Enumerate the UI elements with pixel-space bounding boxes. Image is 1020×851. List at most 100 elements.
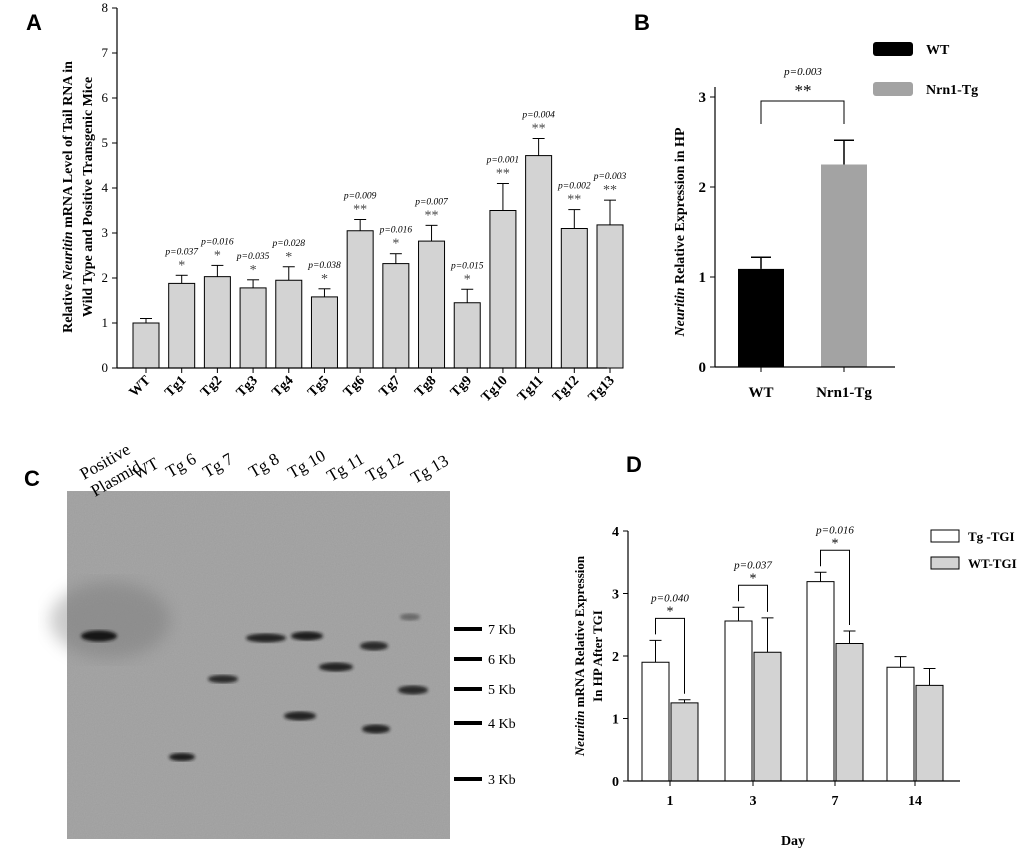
- chart-a-stars: **: [353, 203, 367, 218]
- chart-a-pvalue: p=0.015: [450, 261, 484, 271]
- chart-d-bracket: [820, 549, 850, 625]
- chart-a-xtick-label: Tg5: [305, 373, 332, 400]
- chart-a: *p=0.037 *p=0.016*p=0.035 *p=0.028*p=0.038…: [61, 0, 627, 405]
- chart-d-bracket: [738, 584, 768, 612]
- chart-a-stars: **: [532, 122, 546, 137]
- chart-a-stars: *: [250, 263, 257, 278]
- chart-d-pvalue: p=0.040: [650, 592, 689, 604]
- chart-d-bracket: [655, 617, 685, 694]
- blot-lane-label: Tg 7: [200, 449, 237, 482]
- blot-marker-tick: [454, 687, 482, 691]
- chart-d-xtick-label: 14: [908, 794, 922, 809]
- chart-d-bar-tg-tgi: [806, 581, 835, 782]
- blot-band: [284, 711, 316, 721]
- chart-a-ytick-label: 5: [102, 135, 109, 150]
- chart-a-xtick-label: WT: [127, 373, 155, 401]
- chart-d-pvalue: p=0.037: [733, 559, 772, 571]
- blot-band: [362, 724, 390, 734]
- chart-a-xtick-label: Tg4: [269, 373, 296, 400]
- blot-marker-label: 3 Kb: [488, 773, 516, 788]
- chart-d-ylabel-gene: Neuritin: [572, 711, 587, 758]
- chart-a-bar: [418, 240, 446, 369]
- chart-a-ylabel-gene: Neuritin: [61, 231, 76, 281]
- chart-a-bar: [489, 210, 517, 369]
- chart-a-pvalue: p=0.038: [307, 261, 341, 271]
- legend-label-tg-tgi: Tg -TGI: [968, 529, 1015, 544]
- blot-smear: [50, 582, 170, 658]
- chart-a-stars: **: [603, 183, 617, 198]
- chart-d-pvalue: p=0.016: [815, 524, 854, 536]
- blot-band: [81, 630, 117, 642]
- blot-marker-label: 7 Kb: [488, 623, 516, 638]
- chart-b-ytick-label: 2: [699, 180, 707, 196]
- chart-a-pvalue: p=0.037: [164, 247, 199, 257]
- legend-label-wt-tgi: WT-TGI: [968, 556, 1017, 571]
- chart-a-bar: [275, 279, 303, 369]
- chart-a-stars: *: [285, 250, 292, 265]
- blot-lane-label: Tg 11: [324, 449, 368, 485]
- chart-a-xtick-label: Tg8: [412, 373, 439, 400]
- chart-a-ylabel-post: mRNA Level of Tail RNA in: [61, 61, 76, 232]
- blot-marker-label: 6 Kb: [488, 653, 516, 668]
- chart-a-xtick-label: Tg9: [448, 373, 475, 400]
- chart-b-xtick-label: WT: [748, 385, 773, 401]
- chart-d-ytick-label: 0: [612, 775, 619, 790]
- chart-d-ytick-label: 4: [612, 525, 619, 540]
- blot-band: [246, 633, 286, 643]
- legend-swatch-wt: [873, 42, 913, 56]
- blot-band: [208, 675, 238, 683]
- blot-band: [291, 631, 323, 641]
- chart-a-stars: *: [321, 272, 328, 287]
- blot-marker-tick: [454, 627, 482, 631]
- blot-marker-label: 5 Kb: [488, 683, 516, 698]
- chart-a-xtick-label: Tg12: [550, 373, 582, 405]
- blot-lane-label: Tg 8: [246, 449, 283, 481]
- chart-a-stars: **: [496, 167, 510, 182]
- blot-band: [169, 753, 195, 761]
- chart-b-bracket: [760, 100, 845, 124]
- blot-marker-tick: [454, 721, 482, 725]
- chart-a-ytick-label: 7: [102, 45, 109, 60]
- legend-swatch-nrn1: [873, 82, 913, 96]
- chart-b-bar: [738, 268, 784, 367]
- chart-a-bar: [525, 155, 553, 369]
- chart-d-xtick-label: 7: [832, 794, 839, 809]
- chart-a-stars: **: [425, 208, 439, 223]
- chart-d-bar-wt-tgi: [753, 651, 782, 782]
- chart-d-bar-wt-tgi: [670, 702, 699, 782]
- chart-a-pvalue: p=0.016: [379, 226, 413, 236]
- chart-a-ytick-label: 4: [102, 180, 109, 195]
- chart-d-bar-tg-tgi: [886, 666, 915, 782]
- chart-a-pvalue: p=0.035: [236, 252, 270, 262]
- chart-a-bar: [596, 224, 624, 369]
- chart-d-bar-tg-tgi: [724, 620, 753, 782]
- chart-a-ytick-label: 1: [102, 315, 109, 330]
- chart-a-ytick-label: 3: [102, 225, 109, 240]
- chart-b: p=0.003 ** WT Nrn1-Tg 0 1 2 3 Neuritin Relat…: [673, 42, 978, 401]
- panel-label-a: A: [26, 10, 42, 35]
- chart-b-legend: WT Nrn1-Tg: [873, 42, 978, 98]
- chart-a-pvalue: p=0.002: [557, 182, 591, 192]
- chart-a-bar: [168, 282, 196, 369]
- blot-marker-label: 4 Kb: [488, 717, 516, 732]
- chart-a-stars: *: [464, 272, 471, 287]
- chart-a-bar: [203, 276, 231, 369]
- blot-lane-label: Tg 6: [163, 449, 200, 481]
- chart-d-ylabel-line1: Neuritin mRNA Relative Expression: [572, 555, 587, 757]
- chart-d-ylabel-line2: In HP After TGI: [590, 610, 605, 702]
- blot-grain: [67, 491, 450, 839]
- chart-a-bar: [310, 296, 338, 369]
- chart-a-xtick-label: Tg1: [162, 373, 189, 400]
- chart-b-ylabel: Neuritin Relative Expression in HP: [673, 127, 688, 337]
- chart-d-bar-wt-tgi: [835, 643, 864, 782]
- chart-a-xtick-label: Tg6: [341, 373, 368, 400]
- chart-d-stars: *: [750, 571, 757, 586]
- panel-label-b: B: [634, 10, 650, 35]
- chart-b-ytick-label: 3: [699, 90, 707, 106]
- chart-d-stars: *: [832, 536, 839, 551]
- blot-marker-tick: [454, 657, 482, 661]
- blot-band: [319, 662, 353, 672]
